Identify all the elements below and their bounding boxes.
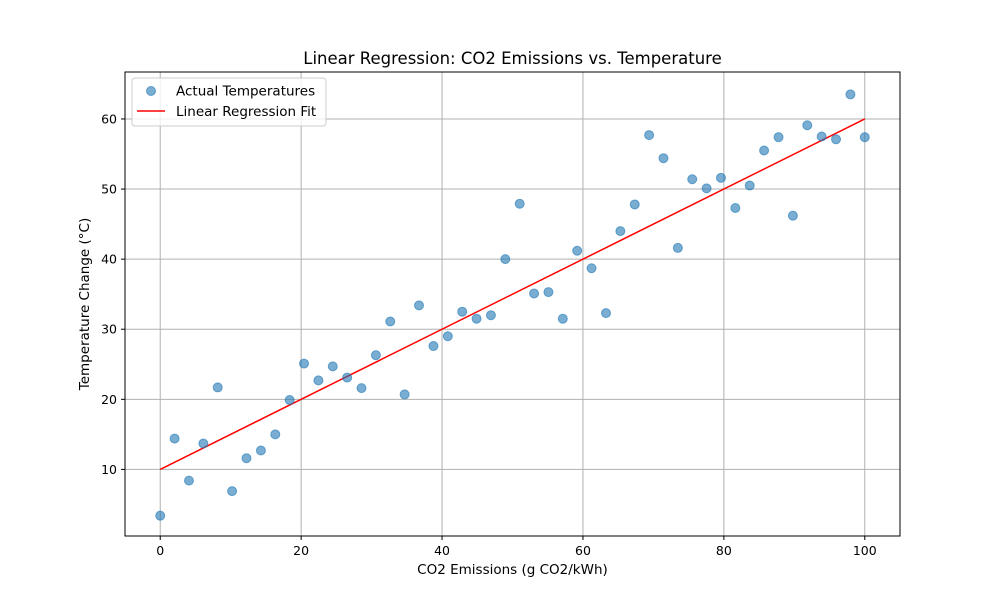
y-tick-label: 20 (101, 392, 117, 407)
data-point (399, 389, 410, 400)
data-point (672, 242, 683, 253)
data-point (313, 375, 324, 386)
data-point (385, 316, 396, 327)
data-point (500, 254, 511, 265)
axis-ticks: 0 20 40 60 80 100 10 20 30 40 50 60 (101, 111, 877, 558)
data-point (859, 132, 870, 143)
data-point (299, 358, 310, 369)
data-point (744, 180, 755, 191)
y-tick-label: 60 (101, 111, 117, 126)
data-point (241, 453, 252, 464)
data-point (557, 313, 568, 324)
data-point (615, 226, 626, 237)
points-layer (155, 89, 870, 521)
plot-area-frame (124, 71, 901, 537)
x-tick-label: 20 (293, 543, 309, 558)
data-point (227, 486, 238, 497)
data-point (759, 145, 770, 156)
data-point (212, 382, 223, 393)
data-point (845, 89, 856, 100)
x-tick-label: 0 (156, 543, 164, 558)
x-tick-label: 40 (434, 543, 450, 558)
data-point (773, 132, 784, 143)
data-point (787, 210, 798, 221)
data-point (428, 341, 439, 352)
data-point (715, 172, 726, 183)
data-point (529, 288, 540, 299)
data-point (629, 199, 640, 210)
legend-label-actual-temperatures: Actual Temperatures (176, 84, 315, 100)
y-axis-title: Temperature Change (°C) (77, 218, 93, 392)
y-tick-label: 10 (101, 462, 117, 477)
data-point (370, 350, 381, 361)
data-point (572, 245, 583, 256)
data-point (485, 310, 496, 321)
data-point (442, 331, 453, 342)
grid (125, 72, 900, 536)
data-point (701, 183, 712, 194)
data-point (284, 395, 295, 406)
data-point (831, 134, 842, 145)
regression-fit-line (159, 118, 866, 471)
data-point (730, 202, 741, 213)
data-point (658, 153, 669, 164)
chart-title: Linear Regression: CO2 Emissions vs. Tem… (303, 49, 721, 68)
x-axis-title: CO2 Emissions (g CO2/kWh) (417, 562, 608, 578)
data-point (644, 130, 655, 141)
y-tick-label: 50 (101, 182, 117, 197)
x-tick-label: 60 (575, 543, 591, 558)
data-point (356, 383, 367, 394)
data-point (457, 306, 468, 317)
x-tick-label: 100 (853, 543, 877, 558)
data-point (514, 198, 525, 209)
y-tick-label: 30 (101, 322, 117, 337)
data-point (600, 308, 611, 319)
data-point (816, 131, 827, 142)
data-point (543, 287, 554, 298)
fit-line-layer (159, 118, 866, 471)
data-point (183, 475, 194, 486)
data-point (255, 445, 266, 456)
legend-label-fit-line: Linear Regression Fit (176, 104, 316, 120)
x-tick-label: 80 (716, 543, 732, 558)
data-point (155, 510, 166, 521)
data-point (327, 361, 338, 372)
data-point (270, 429, 281, 440)
legend-box (131, 77, 327, 127)
legend-marker-actual-temperatures (146, 86, 156, 96)
data-point (802, 120, 813, 131)
data-point (198, 438, 209, 449)
data-point (471, 313, 482, 324)
data-point (687, 174, 698, 185)
data-point (414, 300, 425, 311)
data-point (586, 263, 597, 274)
legend: Actual Temperatures Linear Regression Fi… (131, 77, 327, 127)
y-tick-label: 40 (101, 252, 117, 267)
data-point (342, 372, 353, 383)
data-point (169, 433, 180, 444)
